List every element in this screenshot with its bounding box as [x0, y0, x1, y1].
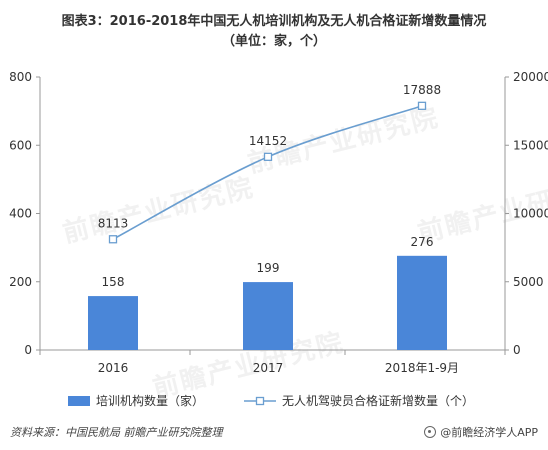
legend-bar-swatch [68, 396, 90, 406]
right-tick-label-0: 0 [513, 343, 521, 357]
chart-title: 图表3：2016-2018年中国无人机培训机构及无人机合格证新增数量情况 （单位… [0, 12, 548, 52]
bar-value-label-1: 199 [257, 261, 280, 275]
chart-title-line2: （单位：家，个） [221, 34, 326, 49]
bar-value-label-2: 276 [411, 235, 434, 249]
line-value-label-1: 14152 [249, 134, 287, 148]
bar-2 [397, 255, 447, 350]
bar-0 [88, 296, 138, 350]
brand-label: @前瞻经济学人APP [440, 426, 538, 439]
legend-line-marker [255, 396, 265, 406]
line-value-label-0: 8113 [98, 216, 129, 230]
x-category-label-0: 2016 [98, 361, 129, 375]
x-category-label-1: 2017 [253, 361, 284, 375]
line-point-1 [263, 152, 273, 161]
left-tick-label-4: 800 [9, 70, 32, 84]
right-tick-label-1: 5000 [513, 275, 544, 289]
line-point-2 [417, 101, 427, 110]
chart-title-line1: 图表3：2016-2018年中国无人机培训机构及无人机合格证新增数量情况 [61, 14, 487, 29]
legend-bar-label: 培训机构数量（家） [96, 393, 204, 408]
right-tick-label-3: 15000 [513, 138, 548, 152]
left-tick-label-2: 400 [9, 207, 32, 221]
brand-credit: @前瞻经济学人APP [424, 424, 538, 440]
right-tick-label-4: 20000 [513, 70, 548, 84]
source-note: 资料来源：中国民航局 前瞻产业研究院整理 [10, 426, 223, 439]
brand-logo-icon [424, 426, 437, 438]
bar-1 [243, 282, 293, 350]
right-tick-label-2: 10000 [513, 207, 548, 221]
line-value-label-2: 17888 [403, 83, 441, 97]
x-category-label-2: 2018年1-9月 [385, 361, 459, 375]
legend-line-label: 无人机驾驶员合格证新增数量（个） [282, 393, 474, 408]
left-tick-label-3: 600 [9, 138, 32, 152]
left-tick-label-0: 0 [24, 343, 32, 357]
left-tick-label-1: 200 [9, 275, 32, 289]
line-point-0 [108, 235, 118, 244]
bar-value-label-0: 158 [102, 275, 125, 289]
line-series-path [112, 105, 423, 240]
